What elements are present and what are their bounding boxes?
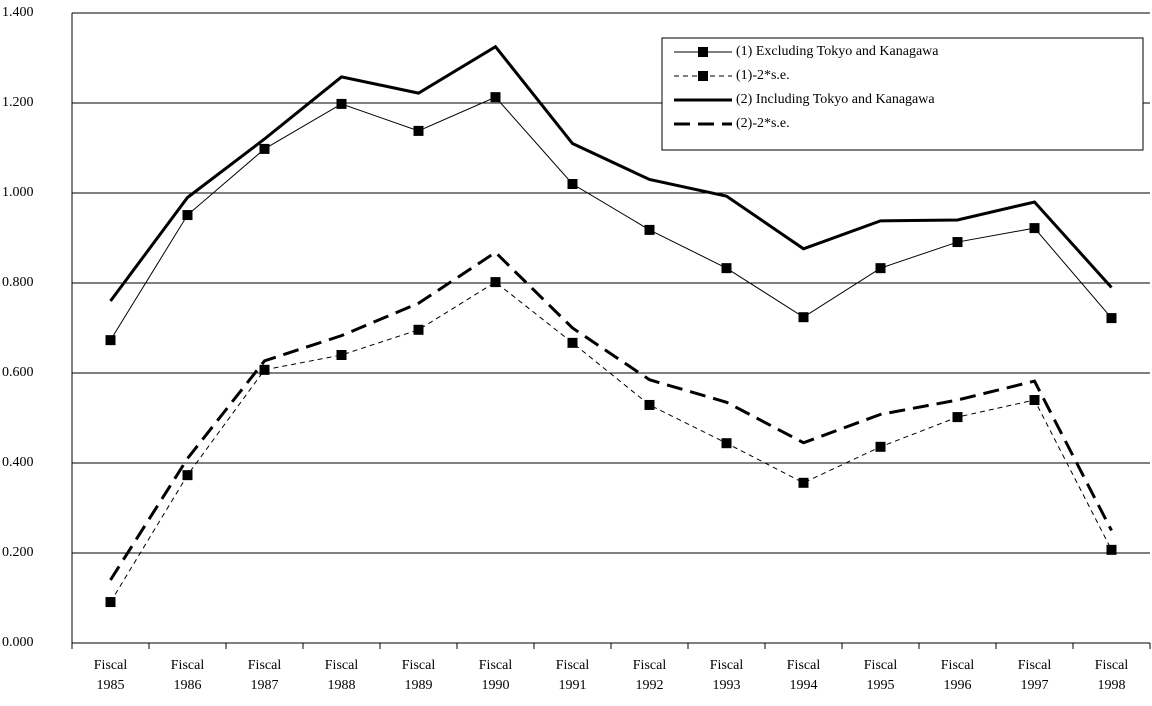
- data-point: [413, 324, 424, 335]
- legend-marker: [698, 71, 708, 81]
- x-tick-label: Fiscal 1990: [478, 658, 513, 693]
- data-point: [721, 438, 732, 449]
- data-point: [567, 179, 578, 189]
- y-tick-label: 0.800: [2, 275, 34, 290]
- x-tick-label: Fiscal 1992: [632, 658, 667, 693]
- data-point: [336, 350, 347, 360]
- data-point: [105, 597, 116, 608]
- x-tick-label: Fiscal 1989: [401, 658, 436, 693]
- series-line: [110, 96, 1112, 341]
- data-point: [182, 210, 193, 221]
- legend-marker: [698, 47, 708, 57]
- legend-box: [661, 37, 1144, 151]
- data-point: [336, 98, 347, 109]
- data-point: [1029, 395, 1040, 405]
- data-point: [259, 364, 270, 375]
- data-point: [644, 224, 655, 235]
- data-point: [644, 399, 655, 410]
- data-point: [490, 277, 501, 288]
- series-line: [110, 281, 1112, 603]
- x-tick-label: Fiscal 1994: [786, 658, 821, 693]
- data-point: [875, 263, 886, 274]
- legend-label: (2) Including Tokyo and Kanagawa: [736, 92, 935, 107]
- x-tick-label: Fiscal 1993: [709, 658, 744, 693]
- data-point: [105, 335, 116, 346]
- y-tick-label: 1.400: [2, 5, 34, 20]
- legend-label: (1)-2*s.e.: [736, 68, 790, 83]
- legend-label: (1) Excluding Tokyo and Kanagawa: [736, 44, 939, 59]
- data-point: [952, 237, 963, 248]
- data-point: [798, 312, 809, 323]
- legend-label: (2)-2*s.e.: [736, 116, 790, 131]
- data-point: [413, 125, 424, 136]
- data-point: [1106, 313, 1117, 324]
- series-line: [109, 44, 1113, 302]
- y-tick-label: 0.200: [2, 545, 34, 560]
- data-point: [1029, 223, 1040, 234]
- x-tick-label: Fiscal 1986: [170, 658, 205, 693]
- x-tick-label: Fiscal 1997: [1017, 658, 1052, 693]
- x-tick-label: Fiscal 1985: [93, 658, 128, 693]
- data-point: [952, 412, 963, 423]
- y-tick-label: 1.000: [2, 185, 34, 200]
- y-tick-label: 0.000: [2, 635, 34, 650]
- x-tick-label: Fiscal 1996: [940, 658, 975, 693]
- data-point: [259, 143, 270, 154]
- data-point: [490, 92, 501, 103]
- x-tick-label: Fiscal 1988: [324, 658, 359, 693]
- data-point: [875, 441, 886, 452]
- data-point: [567, 337, 578, 348]
- series-line: [109, 250, 1113, 581]
- x-tick-label: Fiscal 1987: [247, 658, 282, 693]
- data-point: [1106, 544, 1117, 555]
- data-point: [182, 470, 193, 481]
- x-tick-label: Fiscal 1991: [555, 658, 590, 693]
- y-tick-label: 0.600: [2, 365, 34, 380]
- y-tick-label: 0.400: [2, 455, 34, 470]
- data-point: [798, 477, 809, 488]
- x-tick-label: Fiscal 1995: [863, 658, 898, 693]
- x-tick-label: Fiscal 1998: [1094, 658, 1129, 693]
- data-point: [721, 263, 732, 274]
- y-tick-label: 1.200: [2, 95, 34, 110]
